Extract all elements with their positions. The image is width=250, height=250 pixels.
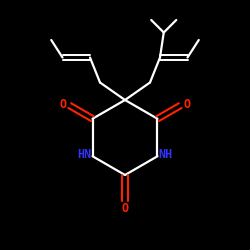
Text: NH: NH [159,148,173,162]
Text: O: O [122,202,128,215]
Text: O: O [184,98,191,111]
Text: O: O [59,98,66,111]
Text: HN: HN [77,148,91,162]
